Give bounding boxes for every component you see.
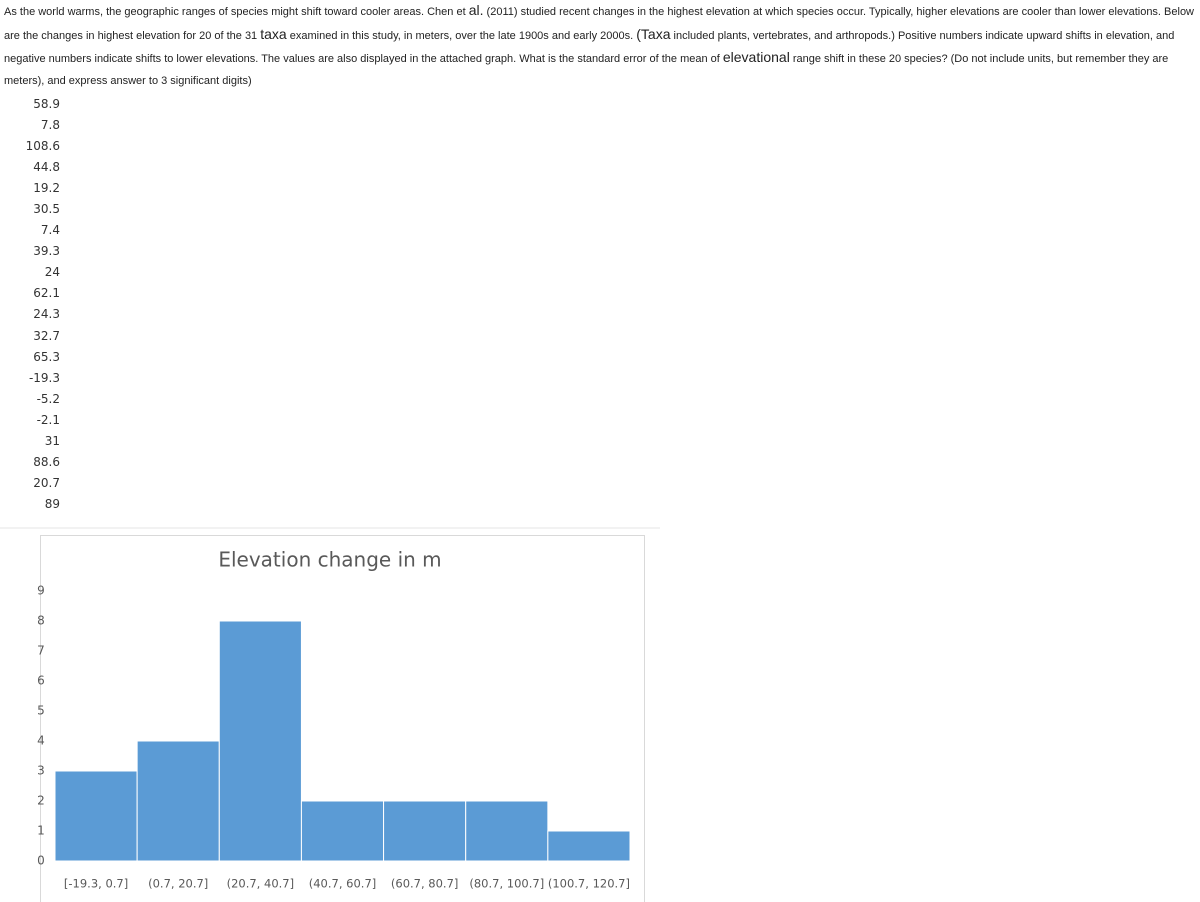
bar: [465, 800, 549, 862]
value-item: 7.8: [40, 118, 60, 133]
question-text: range shift in these 20 species? (Do not…: [4, 53, 1169, 87]
value-item: 39.3: [33, 244, 60, 259]
value-item: -5.2: [36, 391, 60, 406]
y-tick-label: 4: [37, 734, 45, 748]
x-tick-label: (20.7, 40.7]: [227, 877, 295, 891]
bar: [547, 830, 631, 862]
x-tick-label: (80.7, 100.7]: [469, 877, 544, 891]
y-tick-label: 7: [37, 644, 45, 658]
value-item: 31: [44, 433, 60, 448]
question-text: taxa: [260, 25, 287, 42]
value-item: 20.7: [33, 475, 60, 490]
x-tick-label: (0.7, 20.7]: [148, 877, 208, 891]
question: As the world warms, the geographic range…: [4, 0, 1194, 92]
y-tick-label: 8: [37, 614, 45, 628]
y-tick-label: 3: [37, 764, 45, 778]
question-text: elevational: [722, 49, 790, 65]
x-tick-label: [-19.3, 0.7]: [64, 877, 128, 891]
y-tick-label: 2: [37, 794, 45, 808]
value-item: -19.3: [28, 370, 60, 385]
value-item: 24.3: [33, 307, 60, 322]
value-item: 88.6: [33, 454, 60, 469]
value-item: 7.4: [40, 223, 60, 238]
question-text: examined in this study, in meters, over …: [286, 29, 637, 42]
value-item: 44.8: [33, 160, 60, 175]
question-text: (2011) studied recent changes in the hig…: [4, 6, 1195, 42]
value-item: -2.1: [36, 412, 60, 427]
question-text: included plants, vertebrates, and arthro…: [4, 29, 1175, 66]
y-tick-label: 0: [37, 854, 45, 868]
y-tick-label: 1: [37, 824, 45, 838]
bar: [54, 770, 138, 862]
value-item: 89: [44, 496, 60, 511]
x-tick-label: (60.7, 80.7]: [391, 877, 459, 891]
value-item: 62.1: [33, 286, 60, 301]
chart-title: Elevation change in m: [218, 548, 441, 572]
value-item: 24: [44, 265, 60, 280]
value-item: 32.7: [33, 328, 60, 343]
value-list: 58.9 7.8 108.6 44.8 19.2 30.5 7.4 39.3 24 62.1 24.…: [0, 94, 60, 515]
bar: [383, 800, 467, 862]
x-tick-label: (100.7, 120.7]: [548, 877, 630, 891]
value-item: 58.9: [33, 97, 60, 111]
question-text: (Taxa: [636, 25, 671, 42]
x-tick-label: (40.7, 60.7]: [309, 877, 377, 891]
question-text: As the world warms, the geographic range…: [4, 6, 469, 18]
y-tick-label: 5: [37, 704, 45, 718]
value-item: 30.5: [33, 202, 60, 217]
value-item: 65.3: [33, 349, 60, 364]
value-item: 108.6: [25, 139, 60, 154]
y-tick-label: 9: [37, 584, 45, 598]
value-item: 19.2: [33, 181, 60, 196]
chart: Elevation change in m 0 1 2 3 4 5 6 7 8 9 [-19.3, …: [0, 527, 660, 902]
bar: [300, 800, 385, 862]
question-text: al.: [468, 2, 484, 18]
bar: [218, 620, 302, 862]
bar: [136, 740, 220, 862]
y-tick-label: 6: [37, 674, 45, 688]
